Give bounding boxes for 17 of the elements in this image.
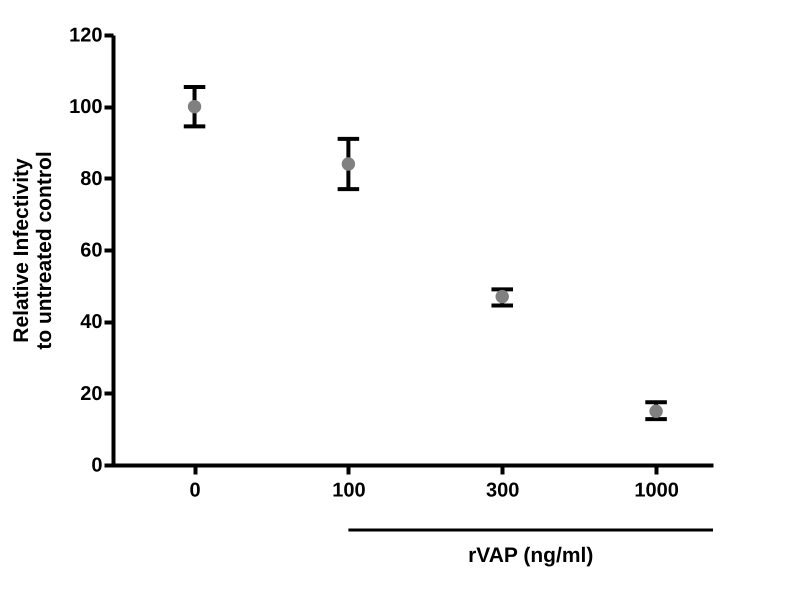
y-tick-label: 20: [80, 382, 102, 405]
x-tick-label: 0: [189, 480, 201, 502]
y-tick-label: 0: [91, 454, 102, 476]
x-axis-title: rVAP (ng/ml): [468, 544, 594, 567]
x-tick-label: 100: [332, 480, 366, 502]
x-tick-label: 1000: [634, 480, 679, 502]
y-tick-label: 120: [69, 24, 102, 46]
y-axis-title: Relative Infectivity to untreated control: [10, 151, 56, 350]
point: [649, 404, 663, 418]
y-tick-label: 80: [80, 168, 102, 190]
point: [342, 157, 356, 171]
y-tick-label: 100: [69, 96, 102, 118]
y-tick-label: 60: [80, 240, 102, 262]
point: [188, 100, 202, 114]
y-tick-label: 40: [80, 311, 102, 334]
x-tick-label: 300: [486, 480, 520, 502]
point: [496, 290, 509, 304]
